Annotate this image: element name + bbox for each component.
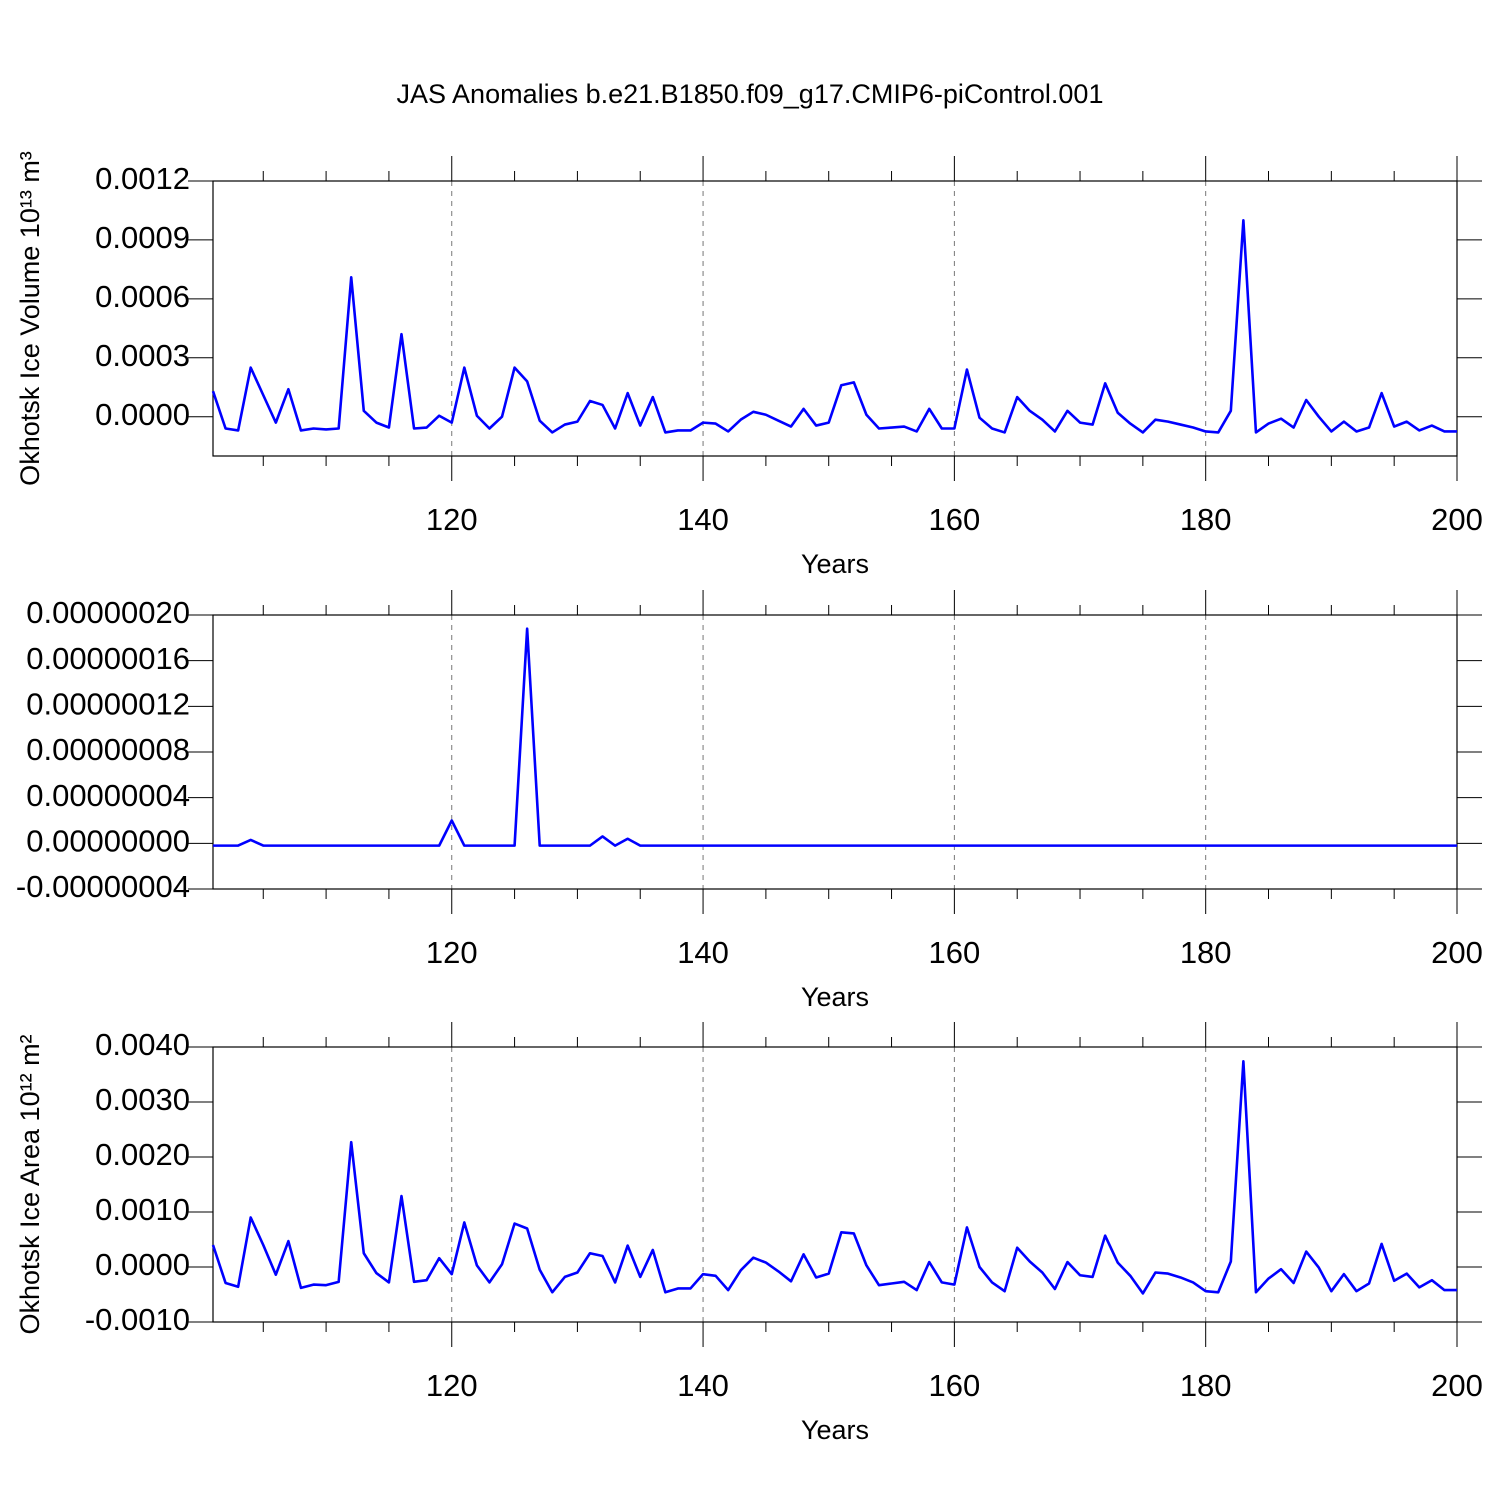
x-axis-label: Years xyxy=(801,549,869,579)
x-tick-label: 140 xyxy=(677,502,729,537)
x-tick-label: 120 xyxy=(426,935,478,970)
y-tick-label: 0.00000008 xyxy=(26,732,190,767)
y-tick-label: -0.0010 xyxy=(85,1302,190,1337)
y-tick-label: 0.0010 xyxy=(95,1192,190,1227)
x-tick-label: 120 xyxy=(426,1368,478,1403)
x-tick-label: 200 xyxy=(1431,935,1483,970)
y-tick-label: 0.00000020 xyxy=(26,595,190,630)
y-tick-label: 0.00000004 xyxy=(26,778,190,813)
plot-frame xyxy=(212,1046,1458,1323)
y-tick-label: 0.0030 xyxy=(95,1082,190,1117)
x-tick-label: 180 xyxy=(1180,502,1232,537)
x-tick-label: 160 xyxy=(929,502,981,537)
plot-frame xyxy=(212,614,1458,890)
y-tick-label: 0.0006 xyxy=(95,279,190,314)
data-line xyxy=(213,627,1457,847)
y-tick-label: 0.00000016 xyxy=(26,641,190,676)
x-tick-label: 140 xyxy=(677,935,729,970)
x-tick-label: 140 xyxy=(677,1368,729,1403)
x-tick-label: 180 xyxy=(1180,935,1232,970)
y-tick-label: 0.0040 xyxy=(95,1027,190,1062)
plot-frame xyxy=(212,180,1458,457)
y-tick-label: 0.0000 xyxy=(95,397,190,432)
chart-title: JAS Anomalies b.e21.B1850.f09_g17.CMIP6-… xyxy=(397,79,1104,109)
x-tick-label: 160 xyxy=(929,935,981,970)
data-line xyxy=(211,218,1457,434)
y-tick-label: 0.0000 xyxy=(95,1247,190,1282)
y-tick-label: 0.00000012 xyxy=(26,687,190,722)
y-axis-label: Okhotsk Ice Area 10¹² m² xyxy=(15,1034,45,1334)
x-tick-label: 160 xyxy=(929,1368,981,1403)
y-tick-label: 0.0012 xyxy=(95,161,190,196)
y-tick-label: -0.00000004 xyxy=(16,869,190,904)
x-tick-label: 200 xyxy=(1431,502,1483,537)
x-axis-label: Years xyxy=(801,982,869,1012)
y-axis-label: Okhotsk Ice Volume 10¹³ m³ xyxy=(15,151,45,486)
x-tick-label: 180 xyxy=(1180,1368,1232,1403)
data-line xyxy=(211,1060,1457,1295)
y-tick-label: 0.0009 xyxy=(95,220,190,255)
x-tick-label: 200 xyxy=(1431,1368,1483,1403)
y-tick-label: 0.0020 xyxy=(95,1137,190,1172)
y-tick-label: 0.00000000 xyxy=(26,824,190,859)
x-axis-label: Years xyxy=(801,1415,869,1445)
y-tick-label: 0.0003 xyxy=(95,338,190,373)
x-tick-label: 120 xyxy=(426,502,478,537)
